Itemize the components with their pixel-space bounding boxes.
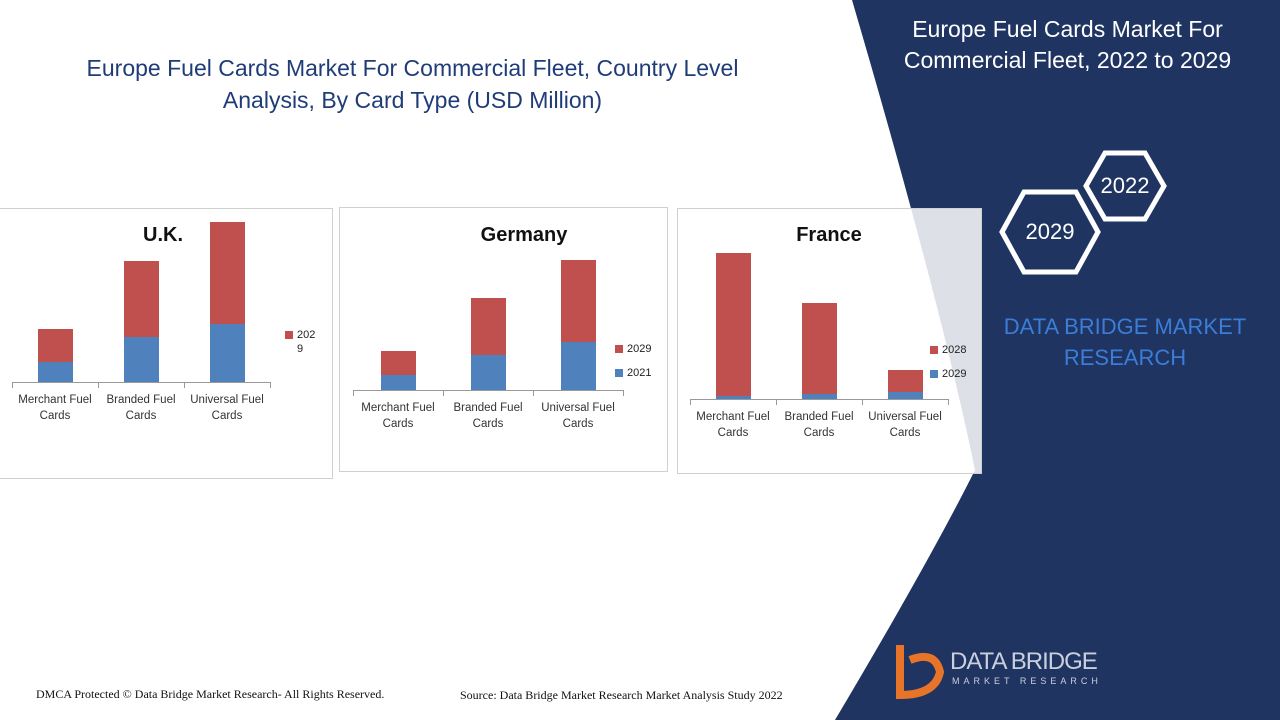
brand-text: DATA BRIDGE MARKET RESEARCH <box>1003 314 1247 370</box>
legend-label: 2029 <box>942 368 967 380</box>
hex-label: 2029 <box>1025 219 1075 244</box>
x-tick <box>623 390 624 396</box>
legend-item: 2028 <box>930 343 992 357</box>
x-tick-label: Branded Fuel Cards <box>784 411 854 439</box>
x-tick <box>776 399 777 405</box>
legend-item: 2029 <box>285 328 319 356</box>
side-title: Europe Fuel Cards Market For Commercial … <box>903 16 1232 73</box>
x-tick-label: Branded Fuel Cards <box>106 394 176 422</box>
footer-left: DMCA Protected © Data Bridge Market Rese… <box>36 687 385 701</box>
x-axis <box>690 399 948 400</box>
chart-title: France <box>796 224 862 246</box>
bar-segment <box>560 342 596 390</box>
bar-segment <box>209 222 245 324</box>
x-tick-label: Merchant Fuel Cards <box>18 394 92 422</box>
x-tick-label: Universal Fuel Cards <box>190 394 264 422</box>
bar-segment <box>209 324 245 382</box>
x-tick-label: Universal Fuel Cards <box>541 402 615 430</box>
x-tick <box>184 382 185 388</box>
bar-segment <box>470 298 506 355</box>
legend-item: 2021 <box>615 366 677 380</box>
legend-label: 2021 <box>627 367 652 379</box>
bar-segment <box>37 362 73 382</box>
legend-label: 2029 <box>627 343 652 355</box>
legend-label: 2028 <box>942 344 967 356</box>
bar-segment <box>715 253 751 396</box>
bar-segment <box>560 260 596 342</box>
bar-segment <box>801 303 837 394</box>
bar-segment <box>380 375 416 390</box>
x-axis <box>353 390 623 391</box>
legend-swatch <box>285 331 293 340</box>
x-tick-label: Universal Fuel Cards <box>868 411 942 439</box>
bar-segment <box>380 351 416 375</box>
chart-title: Germany <box>480 224 568 246</box>
x-tick <box>12 382 13 388</box>
x-tick-label: Branded Fuel Cards <box>453 402 523 430</box>
bar-segment <box>887 392 923 399</box>
hex-label: 2022 <box>1100 173 1150 198</box>
x-tick <box>443 390 444 396</box>
legend-swatch <box>615 369 623 378</box>
legend-label: 2029 <box>297 329 316 355</box>
x-tick-label: Merchant Fuel Cards <box>696 411 770 439</box>
x-tick <box>690 399 691 405</box>
legend-item: 2029 <box>930 367 992 381</box>
bar-segment <box>887 370 923 392</box>
logo-subtext: MARKET RESEARCH <box>952 676 1102 686</box>
x-tick <box>862 399 863 405</box>
legend-swatch <box>615 345 623 354</box>
bar-segment <box>37 329 73 362</box>
x-axis <box>12 382 270 383</box>
legend-item: 2029 <box>615 342 677 356</box>
bar-segment <box>470 355 506 390</box>
bar-segment <box>123 337 159 382</box>
x-tick <box>948 399 949 405</box>
x-tick <box>98 382 99 388</box>
x-tick <box>270 382 271 388</box>
bar-segment <box>715 396 751 399</box>
page-title: Europe Fuel Cards Market For Commercial … <box>86 55 739 113</box>
logo-text: DATA BRIDGE <box>950 648 1098 675</box>
footer-right: Source: Data Bridge Market Research Mark… <box>460 688 783 702</box>
legend-swatch <box>930 370 938 379</box>
bar-segment <box>123 261 159 337</box>
x-tick <box>353 390 354 396</box>
x-tick-label: Merchant Fuel Cards <box>361 402 435 430</box>
chart-title: U.K. <box>143 224 183 246</box>
bar-segment <box>801 394 837 399</box>
legend-swatch <box>930 346 938 355</box>
x-tick <box>533 390 534 396</box>
